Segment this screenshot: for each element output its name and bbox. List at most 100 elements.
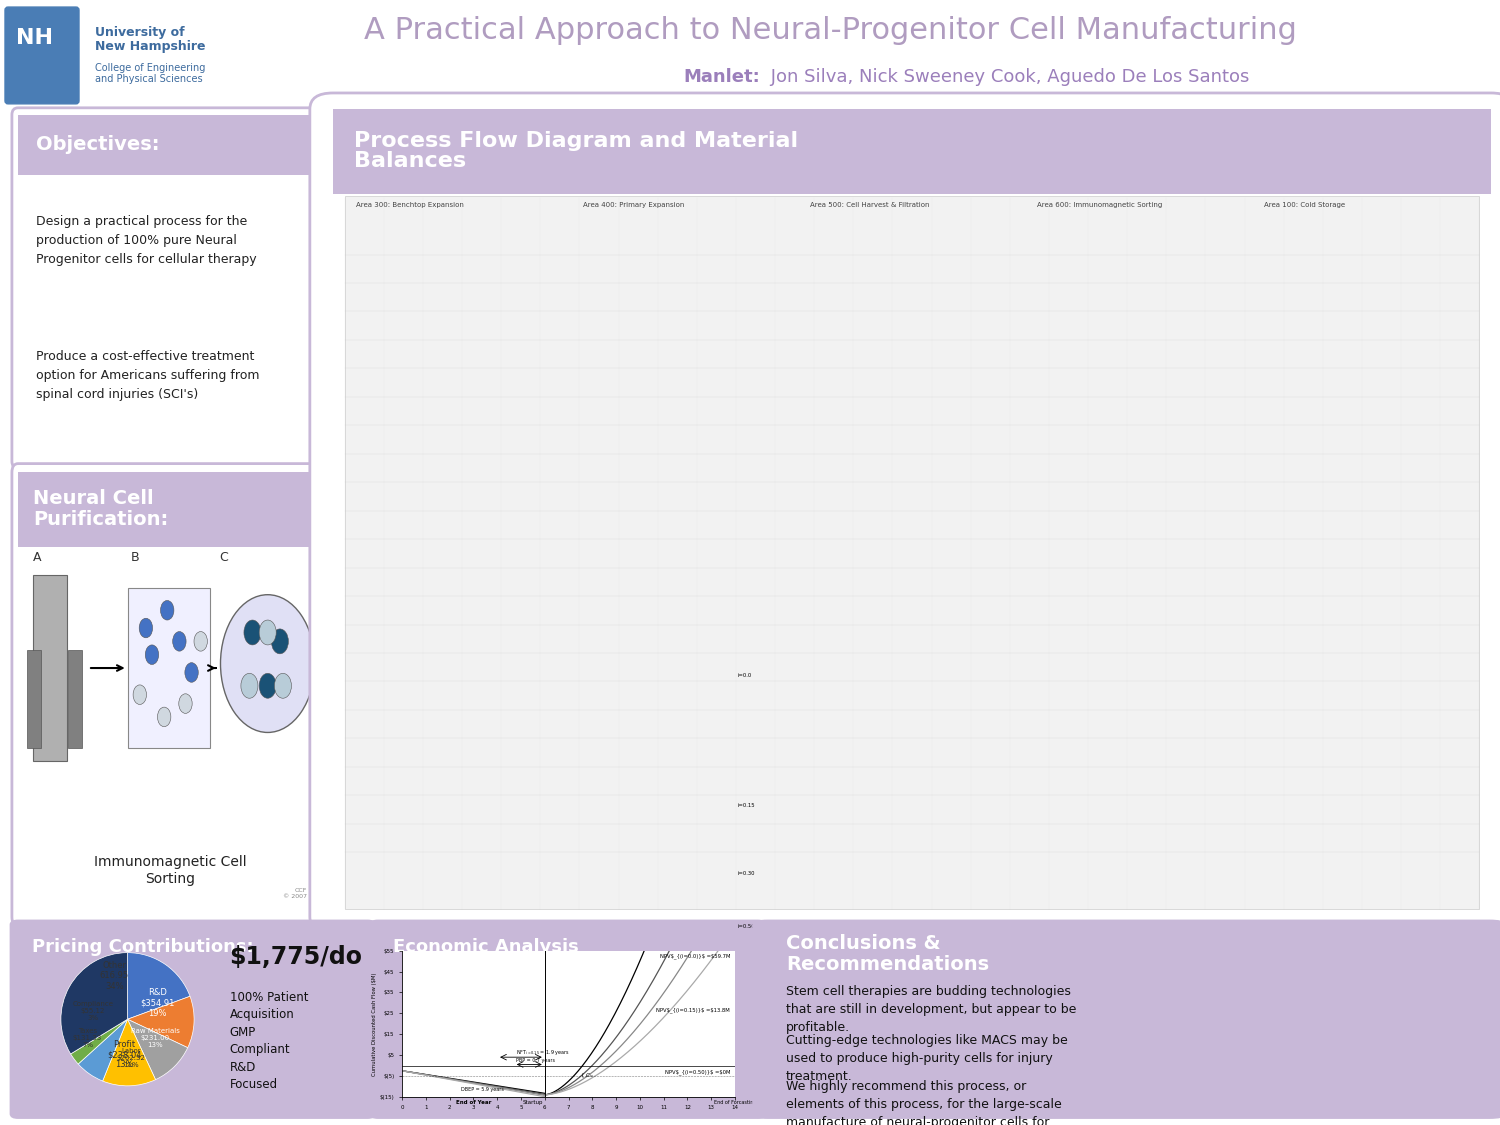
Circle shape xyxy=(140,619,153,638)
i=0.15 xyxy=(675,916,693,929)
Y-axis label: Cumulative Discounted Cash Flow ($M): Cumulative Discounted Cash Flow ($M) xyxy=(372,972,376,1076)
Text: Produce a cost-effective treatment
option for Americans suffering from
spinal co: Produce a cost-effective treatment optio… xyxy=(36,350,260,402)
Bar xyxy=(345,197,1479,909)
i=0.0 xyxy=(394,1064,412,1078)
Text: Immunomagnetic Cell
Sorting: Immunomagnetic Cell Sorting xyxy=(94,855,246,886)
Text: Pricing Contributions:: Pricing Contributions: xyxy=(32,938,254,956)
Text: A: A xyxy=(33,551,42,565)
Text: DBEP = 5.9 years: DBEP = 5.9 years xyxy=(462,1087,504,1091)
Bar xyxy=(68,650,82,748)
Line: i=0.0: i=0.0 xyxy=(402,675,735,1095)
Circle shape xyxy=(272,629,288,654)
i=0.30 xyxy=(592,1059,610,1072)
Wedge shape xyxy=(62,953,128,1054)
Text: Process Flow Diagram and Material
Balances: Process Flow Diagram and Material Balanc… xyxy=(354,132,798,171)
Wedge shape xyxy=(128,997,194,1047)
Text: Conclusions &
Recommendations: Conclusions & Recommendations xyxy=(786,934,988,974)
i=0.0 xyxy=(598,1022,616,1035)
Text: NH: NH xyxy=(16,28,54,48)
Text: Cutting-edge technologies like MACS may be
used to produce high-purity cells for: Cutting-edge technologies like MACS may … xyxy=(786,1034,1068,1083)
Circle shape xyxy=(172,631,186,651)
FancyBboxPatch shape xyxy=(12,464,328,926)
Text: University of: University of xyxy=(94,26,184,39)
Text: { $C_{ic}$: { $C_{ic}$ xyxy=(580,1071,594,1080)
Circle shape xyxy=(158,708,171,727)
Text: NPV$_{(i=0.0)}$ =$59.7M: NPV$_{(i=0.0)}$ =$59.7M xyxy=(660,953,730,958)
i=0.30 xyxy=(675,956,693,970)
i=0.30 xyxy=(393,1064,411,1078)
Text: Area 500: Cell Harvest & Filtration: Area 500: Cell Harvest & Filtration xyxy=(810,201,930,208)
i=0.0 xyxy=(537,1088,555,1101)
i=0.15 xyxy=(696,870,714,883)
i=0.15 xyxy=(598,1042,616,1055)
Bar xyxy=(333,109,1491,194)
FancyBboxPatch shape xyxy=(370,921,765,1117)
i=0.0 xyxy=(592,1032,610,1045)
Line: i=0.15: i=0.15 xyxy=(402,806,735,1095)
Text: Design a practical process for the
production of 100% pure Neural
Progenitor cel: Design a practical process for the produ… xyxy=(36,215,256,267)
FancyBboxPatch shape xyxy=(10,921,375,1117)
Text: i=0.15: i=0.15 xyxy=(738,803,754,808)
i=0.50 xyxy=(675,988,693,1001)
Text: Jon Silva, Nick Sweeney Cook, Aguedo De Los Santos: Jon Silva, Nick Sweeney Cook, Aguedo De … xyxy=(765,68,1250,86)
Line: i=0.30: i=0.30 xyxy=(402,874,735,1096)
i=0.50 xyxy=(393,1064,411,1078)
i=0.0 xyxy=(696,772,714,785)
i=0.50 xyxy=(536,1090,554,1104)
Text: Compliance
$55.12
3%: Compliance $55.12 3% xyxy=(72,1001,114,1022)
Text: Area 300: Benchtop Expansion: Area 300: Benchtop Expansion xyxy=(356,201,464,208)
Text: C: C xyxy=(219,551,228,565)
i=0.30 xyxy=(591,1059,609,1072)
Circle shape xyxy=(242,674,258,699)
Text: Raw Materials
$231.00
13%: Raw Materials $231.00 13% xyxy=(130,1028,180,1047)
Text: NFT$_{i=0.15}$ = 1.9 years: NFT$_{i=0.15}$ = 1.9 years xyxy=(516,1048,570,1057)
Circle shape xyxy=(134,685,147,704)
Text: Neural Cell
Purification:: Neural Cell Purification: xyxy=(33,489,168,529)
FancyBboxPatch shape xyxy=(4,7,80,103)
Text: Objectives:: Objectives: xyxy=(36,135,160,154)
Bar xyxy=(18,472,322,547)
i=0.30 xyxy=(598,1053,616,1066)
Bar xyxy=(128,588,210,748)
Text: Manlet:: Manlet: xyxy=(682,68,760,86)
i=0.0 xyxy=(726,668,744,682)
i=0.15 xyxy=(537,1088,555,1101)
i=0.50 xyxy=(598,1062,616,1076)
Circle shape xyxy=(274,674,291,699)
FancyBboxPatch shape xyxy=(310,93,1500,933)
Text: i=0.0: i=0.0 xyxy=(738,673,752,677)
i=0.0 xyxy=(591,1033,609,1046)
Text: We highly recommend this process, or
elements of this process, for the large-sca: We highly recommend this process, or ele… xyxy=(786,1080,1062,1125)
Text: Area 100: Cold Storage: Area 100: Cold Storage xyxy=(1264,201,1346,208)
Text: PBP = 0.7 years: PBP = 0.7 years xyxy=(516,1058,555,1063)
Wedge shape xyxy=(128,953,190,1019)
Text: 100% Patient
Acquisition
GMP
Compliant
R&D
Focused: 100% Patient Acquisition GMP Compliant R… xyxy=(230,991,308,1091)
Wedge shape xyxy=(102,1019,156,1086)
Text: Profit
$238.04
13%: Profit $238.04 13% xyxy=(106,1040,141,1070)
Text: New Hampshire: New Hampshire xyxy=(94,40,206,53)
Text: B: B xyxy=(130,551,140,565)
Text: R&D
$354.91
19%: R&D $354.91 19% xyxy=(141,988,174,1017)
Bar xyxy=(33,575,66,762)
Bar xyxy=(768,925,1490,966)
i=0.50 xyxy=(394,1064,412,1078)
Text: Taxes
$131.33
7%: Taxes $131.33 7% xyxy=(74,1028,102,1047)
i=0.50 xyxy=(696,962,714,975)
Text: College of Engineering: College of Engineering xyxy=(94,63,206,72)
i=0.0 xyxy=(675,838,693,852)
Wedge shape xyxy=(70,1019,128,1064)
i=0.15 xyxy=(726,799,744,812)
i=0.30 xyxy=(726,867,744,881)
Wedge shape xyxy=(128,1019,188,1080)
Circle shape xyxy=(244,620,261,645)
i=0.0 xyxy=(393,1064,411,1078)
Text: $1,775/do: $1,775/do xyxy=(230,945,363,969)
Circle shape xyxy=(260,620,276,645)
i=0.30 xyxy=(394,1064,412,1078)
i=0.50 xyxy=(591,1066,609,1080)
Text: i=0.50: i=0.50 xyxy=(738,925,754,929)
i=0.30 xyxy=(696,921,714,935)
Text: Stem cell therapies are budding technologies
that are still in development, but : Stem cell therapies are budding technolo… xyxy=(786,986,1077,1034)
Text: End of Forcasting: End of Forcasting xyxy=(714,1100,756,1105)
i=0.15 xyxy=(394,1064,412,1078)
